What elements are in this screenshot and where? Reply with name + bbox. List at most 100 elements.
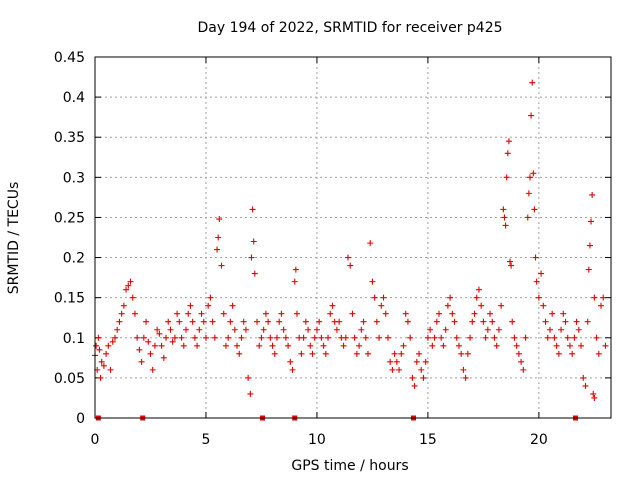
data-point bbox=[143, 318, 150, 325]
data-point bbox=[158, 342, 165, 349]
data-point bbox=[580, 374, 587, 381]
data-point bbox=[220, 310, 227, 317]
data-point bbox=[411, 382, 418, 389]
data-point bbox=[595, 350, 602, 357]
data-point bbox=[489, 318, 496, 325]
data-point bbox=[318, 334, 325, 341]
data-point bbox=[151, 342, 158, 349]
data-point bbox=[202, 334, 209, 341]
data-point bbox=[269, 342, 276, 349]
data-point bbox=[598, 302, 605, 309]
data-point bbox=[586, 242, 593, 249]
data-point bbox=[105, 342, 112, 349]
data-point bbox=[535, 294, 542, 301]
data-point bbox=[287, 358, 294, 365]
data-point bbox=[345, 254, 352, 261]
data-point bbox=[280, 326, 287, 333]
data-point bbox=[271, 350, 278, 357]
data-point bbox=[215, 234, 222, 241]
data-point bbox=[584, 318, 591, 325]
data-point bbox=[362, 334, 369, 341]
y-tick-label: 0.05 bbox=[54, 371, 85, 387]
y-tick-label: 0.4 bbox=[63, 90, 85, 106]
data-point bbox=[571, 334, 578, 341]
data-point bbox=[424, 334, 431, 341]
data-point bbox=[416, 350, 423, 357]
data-point bbox=[109, 338, 116, 345]
axis-ticks: 0 0.05 0.1 0.15 0.2 0.25 0.3 0.35 0.4 0.45 0 5 10 15 2… bbox=[54, 50, 611, 448]
data-point bbox=[526, 174, 533, 181]
data-point bbox=[555, 350, 562, 357]
data-point bbox=[444, 302, 451, 309]
data-point bbox=[455, 342, 462, 349]
x-tick-label: 0 bbox=[91, 432, 100, 448]
data-point bbox=[387, 358, 394, 365]
data-point bbox=[307, 342, 314, 349]
data-point bbox=[291, 278, 298, 285]
data-point bbox=[349, 310, 356, 317]
data-point bbox=[524, 214, 531, 221]
data-point bbox=[174, 310, 181, 317]
data-point bbox=[360, 318, 367, 325]
data-point bbox=[194, 342, 201, 349]
data-point bbox=[558, 326, 565, 333]
data-point bbox=[369, 278, 376, 285]
data-point bbox=[533, 278, 540, 285]
data-point bbox=[582, 382, 589, 389]
data-point bbox=[298, 350, 305, 357]
data-point bbox=[249, 206, 256, 213]
data-point bbox=[227, 318, 234, 325]
data-point bbox=[171, 334, 178, 341]
y-tick-label: 0 bbox=[76, 411, 85, 427]
x-tick-label: 5 bbox=[202, 432, 211, 448]
data-point bbox=[538, 270, 545, 277]
data-point bbox=[367, 240, 374, 247]
data-point bbox=[501, 214, 508, 221]
data-point bbox=[185, 310, 192, 317]
data-point bbox=[356, 342, 363, 349]
y-tick-label: 0.3 bbox=[63, 170, 85, 186]
data-point bbox=[475, 286, 482, 293]
data-point bbox=[311, 334, 318, 341]
data-point bbox=[256, 342, 263, 349]
data-point bbox=[320, 342, 327, 349]
data-point bbox=[222, 342, 229, 349]
data-point bbox=[560, 310, 567, 317]
data-point bbox=[473, 294, 480, 301]
data-point bbox=[498, 302, 505, 309]
data-point bbox=[342, 334, 349, 341]
data-point bbox=[418, 366, 425, 373]
data-point bbox=[458, 350, 465, 357]
data-point bbox=[591, 294, 598, 301]
data-point bbox=[313, 326, 320, 333]
data-point bbox=[573, 318, 580, 325]
data-point bbox=[187, 302, 194, 309]
data-point bbox=[378, 302, 385, 309]
data-point bbox=[591, 394, 598, 401]
data-point bbox=[442, 326, 449, 333]
data-point bbox=[528, 112, 535, 119]
data-point bbox=[134, 334, 141, 341]
data-point bbox=[358, 326, 365, 333]
data-point bbox=[316, 318, 323, 325]
data-point bbox=[404, 318, 411, 325]
data-point bbox=[254, 318, 261, 325]
data-point bbox=[234, 342, 241, 349]
data-point bbox=[549, 310, 556, 317]
data-point bbox=[364, 350, 371, 357]
data-point bbox=[165, 318, 172, 325]
data-point bbox=[471, 310, 478, 317]
data-point bbox=[389, 366, 396, 373]
data-point bbox=[229, 302, 236, 309]
data-point bbox=[593, 334, 600, 341]
y-tick-label: 0.25 bbox=[54, 210, 85, 226]
data-point bbox=[429, 342, 436, 349]
data-point bbox=[575, 326, 582, 333]
data-point bbox=[484, 326, 491, 333]
data-point bbox=[218, 262, 225, 269]
data-points bbox=[92, 79, 609, 421]
data-point bbox=[544, 334, 551, 341]
data-point bbox=[180, 342, 187, 349]
data-point bbox=[382, 310, 389, 317]
data-point bbox=[309, 350, 316, 357]
